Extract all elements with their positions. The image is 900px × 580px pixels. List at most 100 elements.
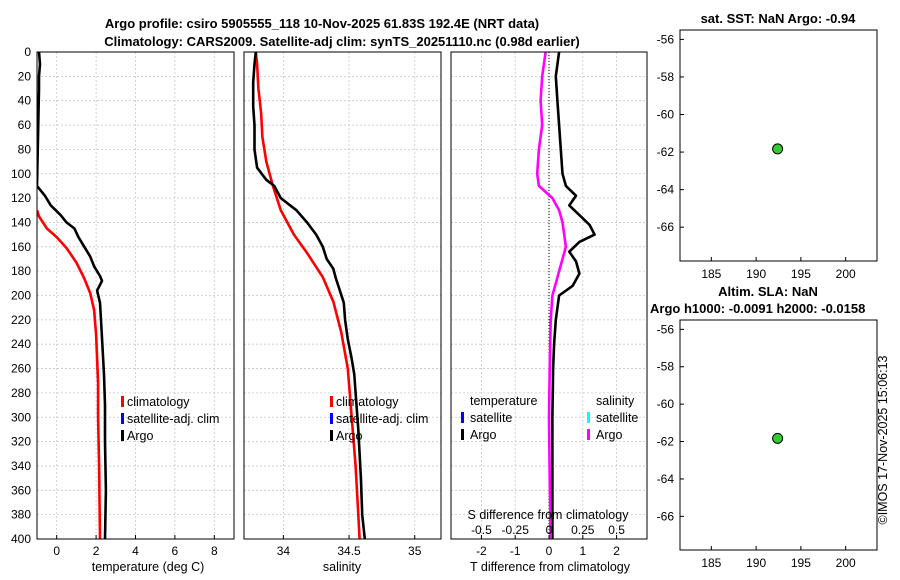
sla-xtick-label: 200 [836,556,856,570]
temp-ytick-label: 40 [18,94,32,108]
temp-frame [36,51,235,540]
sal-legend-swatch [330,413,333,424]
sla-xtick-label: 190 [746,556,766,570]
diff-stick-label: 0.25 [571,523,595,537]
diff-xtick-label: 0 [546,544,553,558]
temp-xtick-label: 8 [211,544,218,558]
temp-legend-swatch [121,413,124,424]
sla-xtick-label: 185 [701,556,721,570]
sst-argo-marker [772,143,784,155]
difference-top-label: S difference from climatology [468,508,630,522]
temp-ytick-label: 0 [24,45,31,59]
temp-ytick-label: 340 [11,459,31,473]
diff-legend-temp-label: Argo [470,428,496,442]
diff-legend-temp-swatch [461,429,464,440]
temp-series-argo [37,52,108,539]
temp-series-climatology [37,209,102,539]
sst-xtick-label: 190 [746,267,766,281]
sst-ytick-label: -62 [657,145,675,159]
sla-frame [679,319,878,551]
diff-stick-label: -0.25 [502,523,530,537]
copyright-text: ©IMOS 17-Nov-2025 15:06:13 [876,355,890,524]
temp-ytick-label: 60 [18,118,32,132]
temp-xtick-label: 4 [132,544,139,558]
sal-series-argo [251,52,367,539]
temp-ytick-label: 100 [11,167,31,181]
diff-stick-label: 0 [546,523,553,537]
diff-legend-sal-label: satellite [596,411,638,425]
temperature-panel: 0 2 4 6 802040608010012014016018020022024026… [11,45,235,558]
sal-legend-label: climatology [336,395,399,409]
temp-ytick-label: 360 [11,483,31,497]
sst-ytick-label: -56 [657,32,675,46]
sst-ytick-label: -58 [657,70,675,84]
diff-xtick-label: 2 [613,544,620,558]
temp-xtick-label: 6 [172,544,179,558]
difference-panel: -2 -1 0 1 2 -0.5 -0.25 0 0.25 0.5 temperature satel… [450,51,648,558]
sst-ytick-label: -66 [657,220,675,234]
temp-legend-swatch [121,430,124,441]
diff-series-argo-temperature-diff [551,52,596,539]
diff-xtick-label: -1 [510,544,521,558]
temp-ytick-label: 380 [11,508,31,522]
sla-map-subtitle: Argo h1000: -0.0091 h2000: -0.0158 [650,301,865,316]
temp-ytick-label: 260 [11,362,31,376]
diff-legend-temp-swatch [461,412,464,423]
temp-ytick-label: 140 [11,215,31,229]
sst-xtick-label: 195 [791,267,811,281]
sla-argo-marker [772,432,784,444]
diff-legend-sal-header: salinity [596,394,635,408]
diff-stick-label: -0.5 [471,523,492,537]
temp-ytick-label: 220 [11,313,31,327]
sal-xtick-label: 34 [277,544,291,558]
salinity-xlabel: salinity [323,560,362,574]
sla-ytick-label: -60 [657,397,675,411]
sla-xtick-label: 195 [791,556,811,570]
sal-legend-label: Argo [336,429,362,443]
sal-xtick-label: 35 [408,544,422,558]
sst-frame [679,29,878,262]
temp-ytick-label: 300 [11,410,31,424]
sst-map-panel: 185 190 195 200 -56 -58 -60 -62 -64 -66 [657,29,878,281]
temp-ytick-label: 320 [11,435,31,449]
sla-map-panel: 185 190 195 200 -56 -58 -60 -62 -64 -66 [657,319,878,570]
sal-xtick-label: 34.5 [337,544,361,558]
sla-ytick-label: -62 [657,435,675,449]
difference-xlabel: T difference from climatology [470,560,631,574]
sst-map-title: sat. SST: NaN Argo: -0.94 [701,11,857,26]
temp-legend-label: satellite-adj. clim [127,412,219,426]
sst-ytick-label: -60 [657,108,675,122]
sal-legend-swatch [330,396,333,407]
sla-ytick-label: -58 [657,360,675,374]
temp-ytick-label: 400 [11,532,31,546]
temp-ytick-label: 200 [11,289,31,303]
sal-legend-swatch [330,430,333,441]
sla-map-title: Altim. SLA: NaN [718,284,818,299]
sla-ytick-label: -56 [657,322,675,336]
temp-xtick-label: 0 [53,544,60,558]
sst-xtick-label: 185 [701,267,721,281]
diff-legend-sal-swatch [587,412,590,423]
diff-legend-temp-header: temperature [470,394,537,408]
diff-stick-label: 0.5 [608,523,625,537]
temp-ytick-label: 180 [11,264,31,278]
temp-legend-label: climatology [127,395,190,409]
diff-legend-sal-label: Argo [596,428,622,442]
sla-ytick-label: -64 [657,472,675,486]
diff-xtick-label: 1 [579,544,586,558]
temp-ytick-label: 280 [11,386,31,400]
salinity-panel: 34 34.5 35 climatology satellite-adj. clim Ar… [243,51,442,558]
sal-legend-label: satellite-adj. clim [336,412,428,426]
diff-legend-sal-swatch [587,429,590,440]
sal-series-climatology [254,52,361,539]
sla-ytick-label: -66 [657,509,675,523]
diff-series-argo-salinity-diff [535,52,568,539]
figure-title-line1: Argo profile: csiro 5905555_118 10-Nov-2… [105,16,539,31]
temp-ytick-label: 120 [11,191,31,205]
temperature-xlabel: temperature (deg C) [92,560,205,574]
sal-frame [243,51,442,540]
temp-legend-label: Argo [127,429,153,443]
diff-frame [450,51,648,540]
sst-xtick-label: 200 [836,267,856,281]
